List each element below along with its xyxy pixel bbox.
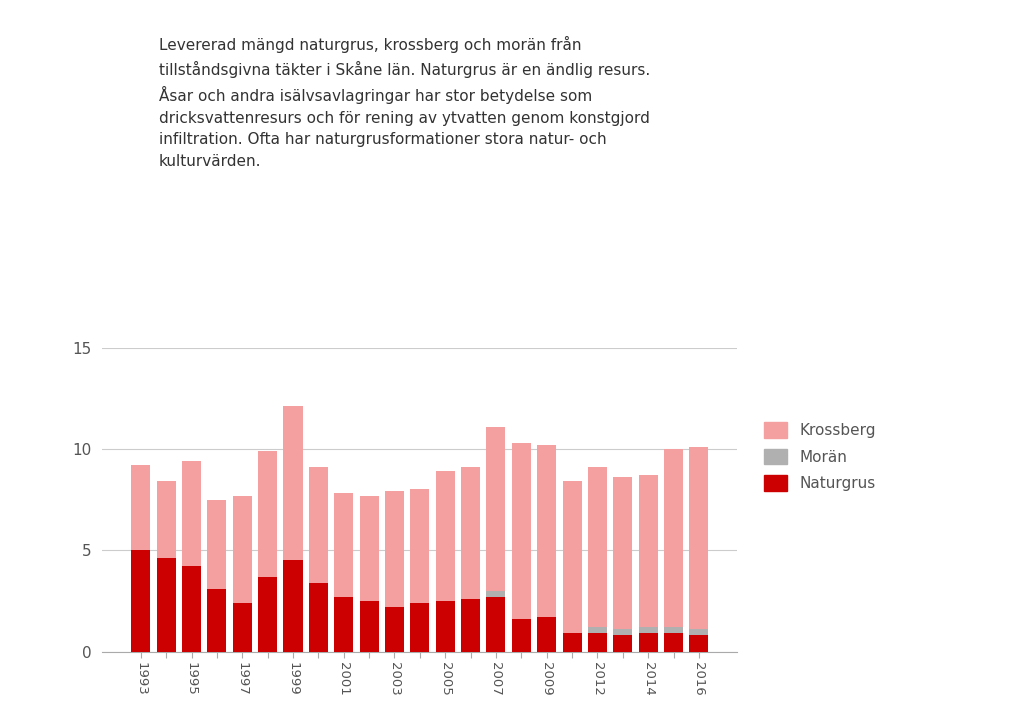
Legend: Krossberg, Morän, Naturgrus: Krossberg, Morän, Naturgrus xyxy=(764,422,876,492)
Bar xyxy=(689,447,709,629)
Bar xyxy=(411,603,429,652)
Bar xyxy=(613,629,632,636)
Bar xyxy=(435,601,455,652)
Bar xyxy=(334,494,353,597)
Bar xyxy=(664,449,683,627)
Bar xyxy=(512,443,530,619)
Bar xyxy=(461,467,480,599)
Bar xyxy=(613,477,632,629)
Bar xyxy=(664,627,683,634)
Bar xyxy=(411,489,429,603)
Bar xyxy=(208,589,226,652)
Bar xyxy=(309,467,328,583)
Bar xyxy=(359,495,379,601)
Bar xyxy=(562,634,582,652)
Bar xyxy=(486,426,506,591)
Bar xyxy=(689,629,709,636)
Bar xyxy=(689,636,709,652)
Bar xyxy=(284,560,302,652)
Bar xyxy=(461,599,480,652)
Bar xyxy=(588,634,607,652)
Bar xyxy=(588,467,607,627)
Bar xyxy=(588,627,607,634)
Bar xyxy=(486,597,506,652)
Bar xyxy=(284,406,302,560)
Bar xyxy=(157,558,176,652)
Bar xyxy=(512,619,530,652)
Bar xyxy=(157,481,176,558)
Text: Levererad mängd naturgrus, krossberg och morän från
tillståndsgivna täkter i Skå: Levererad mängd naturgrus, krossberg och… xyxy=(159,36,650,169)
Bar xyxy=(613,636,632,652)
Bar xyxy=(182,566,201,652)
Bar xyxy=(639,475,657,627)
Bar xyxy=(208,500,226,589)
Bar xyxy=(486,591,506,597)
Bar xyxy=(359,601,379,652)
Bar xyxy=(258,576,278,652)
Bar xyxy=(664,634,683,652)
Bar xyxy=(334,597,353,652)
Bar xyxy=(538,617,556,652)
Bar xyxy=(562,481,582,634)
Bar xyxy=(309,583,328,652)
Bar xyxy=(435,471,455,601)
Bar xyxy=(385,492,404,607)
Bar xyxy=(232,495,252,603)
Bar xyxy=(538,445,556,617)
Bar xyxy=(639,634,657,652)
Bar xyxy=(639,627,657,634)
Bar xyxy=(232,603,252,652)
Bar xyxy=(385,607,404,652)
Bar xyxy=(258,451,278,576)
Bar xyxy=(182,461,201,566)
Bar xyxy=(131,550,151,652)
Bar xyxy=(131,465,151,550)
